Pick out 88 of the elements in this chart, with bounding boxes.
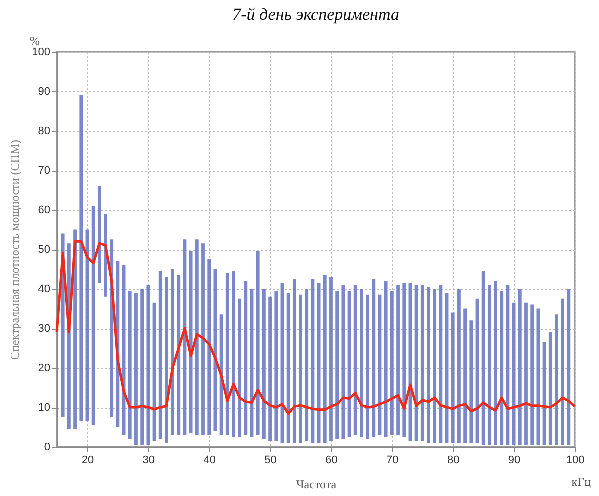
- bar: [330, 277, 333, 442]
- bar: [458, 289, 461, 444]
- bar: [567, 289, 571, 446]
- bar: [292, 279, 296, 444]
- bar: [372, 279, 376, 438]
- bar: [80, 95, 84, 422]
- x-tick-label: 70: [386, 454, 399, 466]
- bar: [500, 290, 504, 446]
- y-tick-label: 50: [38, 244, 50, 256]
- x-axis-title: Частота: [296, 478, 338, 492]
- bar: [214, 269, 218, 432]
- bar: [518, 289, 522, 446]
- bar: [342, 285, 346, 440]
- bar: [482, 271, 486, 446]
- text: кГц: [572, 475, 591, 490]
- y-tick-label: 80: [38, 126, 50, 138]
- y-tick-label: 40: [38, 284, 50, 296]
- bar: [402, 283, 406, 438]
- bar: [274, 290, 278, 442]
- bar: [299, 294, 302, 444]
- bar: [323, 275, 327, 444]
- bar: [158, 271, 162, 440]
- bar: [536, 308, 540, 446]
- bar: [384, 281, 388, 438]
- bar: [268, 296, 272, 442]
- bar: [146, 285, 150, 446]
- bar: [256, 251, 260, 436]
- bar: [414, 285, 418, 442]
- y-tick-label: 90: [38, 86, 50, 98]
- bar: [360, 289, 364, 438]
- y-tick-label: 70: [38, 165, 50, 177]
- x-tick-label: 40: [204, 454, 216, 466]
- y-tick-label: 20: [38, 362, 50, 374]
- bar: [561, 298, 565, 446]
- bar: [164, 277, 168, 444]
- x-tick-label: 80: [447, 454, 460, 466]
- bar: [140, 289, 144, 446]
- chart-title: 7-й день эксперимента: [232, 5, 400, 24]
- bar: [238, 298, 242, 438]
- bar: [464, 308, 468, 444]
- bar: [189, 251, 193, 434]
- x-tick-label: 50: [264, 454, 277, 466]
- bar: [451, 312, 455, 444]
- bar: [177, 275, 181, 436]
- bar: [488, 285, 492, 446]
- bar: [396, 285, 400, 436]
- bar: [548, 332, 552, 446]
- bar: [354, 285, 358, 436]
- bar: [208, 259, 212, 436]
- bar: [512, 302, 516, 446]
- bar: [494, 281, 498, 446]
- bar: [232, 271, 236, 438]
- text: %: [30, 34, 40, 48]
- bar: [305, 289, 309, 442]
- bar: [433, 289, 437, 444]
- y-tick-label: 30: [38, 323, 50, 335]
- x-tick-label: 90: [508, 454, 521, 466]
- bar: [366, 294, 370, 440]
- bar: [128, 290, 132, 440]
- bar: [470, 320, 474, 444]
- bar: [555, 314, 558, 446]
- bar: [244, 281, 248, 436]
- bar: [427, 287, 430, 444]
- bar: [195, 240, 199, 436]
- y-tick-label: 60: [38, 204, 50, 216]
- x-tick-label: 60: [326, 454, 338, 466]
- bar: [439, 285, 443, 444]
- x-tick-label: 20: [82, 454, 94, 466]
- bar: [262, 289, 266, 440]
- bar: [202, 244, 205, 436]
- x-tick-label: 100: [566, 454, 585, 466]
- bar: [92, 206, 96, 426]
- bar: [134, 292, 138, 446]
- bar: [336, 290, 340, 440]
- y-tick-label: 100: [32, 46, 50, 58]
- line-series: [56, 240, 576, 416]
- bar: [390, 290, 394, 436]
- bar: [420, 285, 424, 442]
- bar: [98, 186, 102, 284]
- bar: [171, 269, 174, 436]
- y-axis-title: Спектральная плотность мощности (СПМ): [8, 140, 22, 360]
- bar: [226, 273, 230, 436]
- y-tick-label: 0: [44, 442, 50, 454]
- bar: [530, 304, 534, 446]
- bar: [286, 292, 290, 444]
- bar: [524, 302, 528, 446]
- y-tick-label: 10: [38, 402, 50, 414]
- x-tick-label: 30: [142, 454, 156, 466]
